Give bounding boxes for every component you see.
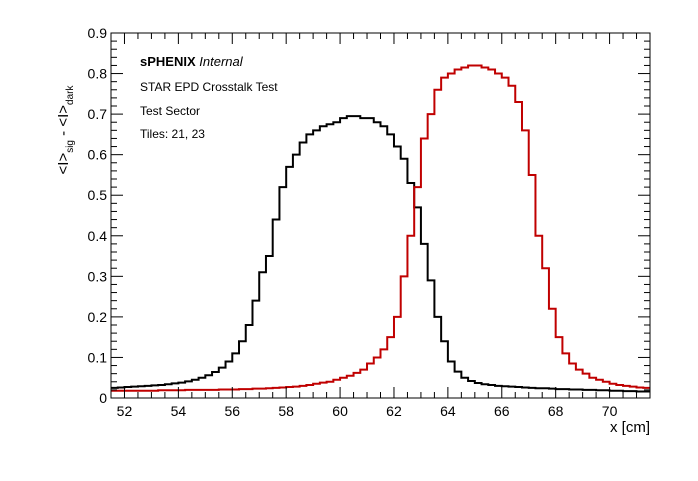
y-tick-label: 0.5 (88, 187, 108, 203)
x-tick-label: 58 (278, 403, 294, 419)
annotation-tiles: Tiles: 21, 23 (140, 127, 205, 141)
x-axis-title: x [cm] (610, 419, 650, 436)
x-tick-label: 56 (224, 403, 240, 419)
y-axis-title: <I>sig - <I>dark (55, 85, 76, 175)
y-tick-label: 0.9 (88, 25, 108, 41)
y-tick-label: 0.4 (88, 228, 108, 244)
x-tick-label: 68 (548, 403, 564, 419)
y-tick-label: 0.3 (88, 268, 108, 284)
y-tick-label: 0.6 (88, 147, 108, 163)
histogram-series-2 (111, 64, 650, 392)
y-tick-label: 0.1 (88, 349, 108, 365)
plot-lines (111, 64, 650, 393)
annotation-brand: sPHENIX Internal (140, 54, 244, 69)
y-tick-label: 0.2 (88, 309, 108, 325)
y-tick-label: 0 (99, 390, 107, 406)
x-tick-label: 66 (494, 403, 510, 419)
y-tick-label: 0.8 (88, 66, 108, 82)
y-axis: 0 0.1 0.2 0.3 0.4 0.5 0.6 0.7 0.8 0.9 (88, 25, 650, 406)
histogram-series-1 (111, 115, 650, 393)
annotation-sector: Test Sector (140, 104, 200, 118)
x-tick-label: 52 (117, 403, 133, 419)
y-tick-label: 0.7 (88, 106, 108, 122)
x-tick-label: 54 (171, 403, 187, 419)
x-axis: 52 54 56 58 60 62 64 66 68 70 (117, 33, 638, 419)
x-tick-label: 64 (440, 403, 456, 419)
x-tick-label: 70 (602, 403, 618, 419)
x-tick-label: 62 (386, 403, 402, 419)
x-tick-label: 60 (332, 403, 348, 419)
annotation-title: STAR EPD Crosstalk Test (140, 80, 278, 94)
